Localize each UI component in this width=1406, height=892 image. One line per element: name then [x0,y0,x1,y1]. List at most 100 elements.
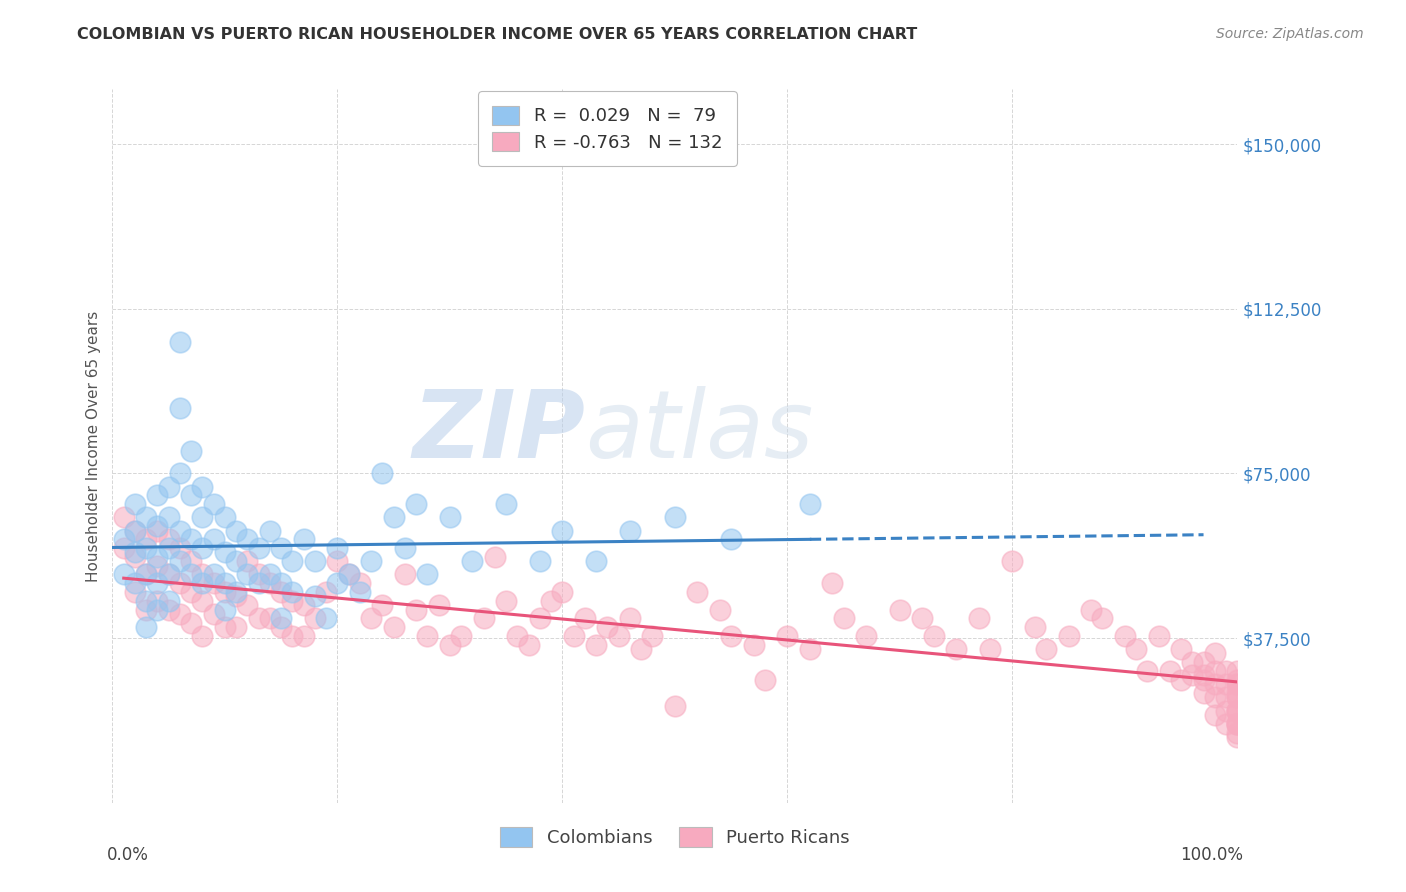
Legend: Colombians, Puerto Ricans: Colombians, Puerto Ricans [492,820,858,855]
Point [225,524,247,538]
Point [450,629,472,643]
Point [585,554,607,568]
Point [517,638,540,652]
Point [1204,690,1226,705]
Point [574,611,596,625]
Point [1226,704,1249,718]
Point [1024,620,1046,634]
Point [124,524,146,538]
Point [270,576,292,591]
Point [1226,686,1249,700]
Point [979,642,1001,657]
Point [169,401,191,415]
Point [202,497,225,511]
Point [1170,642,1192,657]
Point [1204,708,1226,723]
Point [157,541,180,555]
Point [1215,716,1237,731]
Point [157,567,180,582]
Point [382,510,405,524]
Point [1192,686,1215,700]
Point [202,567,225,582]
Point [889,602,911,616]
Point [1226,690,1249,705]
Point [337,567,360,582]
Point [405,497,427,511]
Point [292,533,315,547]
Point [630,642,652,657]
Text: 0.0%: 0.0% [107,846,149,863]
Point [157,567,180,582]
Point [146,576,169,591]
Point [371,467,394,481]
Point [281,629,304,643]
Point [911,611,934,625]
Point [281,554,304,568]
Point [191,541,214,555]
Point [112,541,135,555]
Point [281,585,304,599]
Point [439,510,461,524]
Point [169,576,191,591]
Point [304,554,326,568]
Point [1226,730,1249,744]
Point [157,480,180,494]
Point [202,607,225,621]
Point [135,602,157,616]
Point [686,585,709,599]
Point [146,558,169,573]
Point [349,576,371,591]
Point [394,567,416,582]
Point [394,541,416,555]
Point [529,554,551,568]
Point [1114,629,1136,643]
Point [214,545,236,559]
Point [225,554,247,568]
Point [247,611,270,625]
Point [270,541,292,555]
Point [124,545,146,559]
Point [157,510,180,524]
Point [146,488,169,502]
Point [124,576,146,591]
Point [180,444,202,458]
Point [1204,664,1226,678]
Point [337,567,360,582]
Point [709,602,731,616]
Point [1226,716,1249,731]
Point [180,533,202,547]
Point [1181,668,1204,682]
Point [495,497,517,511]
Point [236,554,259,568]
Point [169,334,191,349]
Point [225,585,247,599]
Point [315,611,337,625]
Point [157,533,180,547]
Point [146,524,169,538]
Point [1226,725,1249,739]
Point [180,615,202,630]
Point [304,611,326,625]
Point [124,497,146,511]
Y-axis label: Householder Income Over 65 years: Householder Income Over 65 years [86,310,101,582]
Point [259,576,281,591]
Point [1226,716,1249,731]
Point [112,510,135,524]
Point [720,533,742,547]
Point [214,602,236,616]
Point [742,638,765,652]
Point [416,567,439,582]
Point [214,576,236,591]
Point [799,497,821,511]
Point [1136,664,1159,678]
Point [304,590,326,604]
Point [326,576,349,591]
Point [169,541,191,555]
Point [124,524,146,538]
Point [1080,602,1102,616]
Point [259,567,281,582]
Point [112,567,135,582]
Text: atlas: atlas [585,386,813,477]
Point [326,554,349,568]
Point [1226,673,1249,687]
